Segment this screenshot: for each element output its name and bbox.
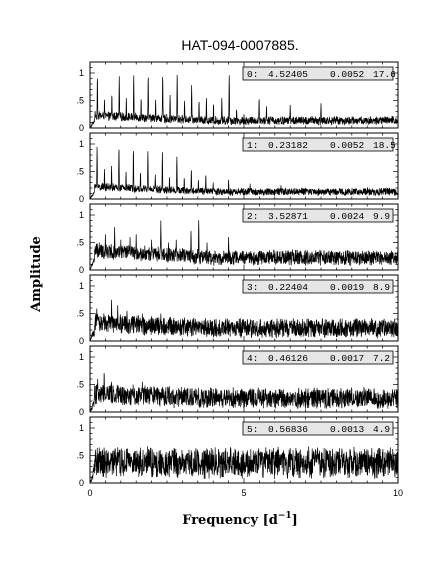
y-tick-label: .5 <box>76 451 84 461</box>
panel-5: 0 .5 1 5: 0.56836 0.0013 4.9 <box>76 416 399 488</box>
panel-label-frequency: 3.52871 <box>268 211 308 222</box>
x-tick-label: 5 <box>241 488 246 498</box>
panel-1: 0 .5 1 1: 0.23182 0.0052 18.5 <box>76 132 399 204</box>
panel-4: 0 .5 1 4: 0.46126 0.0017 7.2 <box>76 345 399 417</box>
y-tick-label: 1 <box>79 423 84 433</box>
spectrum-line <box>89 299 399 342</box>
y-tick-label: .5 <box>76 96 84 106</box>
y-tick-label: 1 <box>79 139 84 149</box>
y-tick-label: .5 <box>76 238 84 248</box>
y-tick-label: 1 <box>79 281 84 291</box>
panel-3: 0 .5 1 3: 0.22404 0.0019 8.9 <box>76 274 399 346</box>
y-axis-label: Amplitude <box>29 236 44 313</box>
spectrum-line <box>89 74 399 129</box>
panel-label-amplitude: 0.0052 <box>330 140 365 151</box>
panel-label-snr: 9.9 <box>373 211 390 222</box>
panel-label-index: 4: <box>247 353 258 364</box>
panel-label-amplitude: 0.0052 <box>330 69 365 80</box>
panel-label-amplitude: 0.0013 <box>330 424 365 435</box>
panel-label-box <box>242 279 394 294</box>
panel-label-amplitude: 0.0019 <box>330 282 365 293</box>
panel-label-box <box>242 421 394 436</box>
y-tick-label: 0 <box>79 336 84 346</box>
y-tick-label: .5 <box>76 309 84 319</box>
panel-label-index: 3: <box>247 282 258 293</box>
y-tick-label: 0 <box>79 123 84 133</box>
x-axis-label: Frequency [d−1] <box>182 511 298 528</box>
panel-2: 0 .5 1 2: 3.52871 0.0024 9.9 <box>76 203 399 275</box>
y-tick-label: 0 <box>79 478 84 488</box>
y-tick-label: 1 <box>79 68 84 78</box>
x-axis-label-close: ] <box>292 513 298 528</box>
y-tick-label: .5 <box>76 380 84 390</box>
panel-label-index: 5: <box>247 424 258 435</box>
panel-label-frequency: 0.46126 <box>268 353 308 364</box>
panel-label-frequency: 0.22404 <box>268 282 308 293</box>
spectrum-line <box>89 446 399 484</box>
panel-label-frequency: 4.52405 <box>268 69 308 80</box>
spectrum-line <box>89 146 399 200</box>
panel-label-box <box>242 137 394 152</box>
x-axis-label-exponent: −1 <box>278 511 292 521</box>
panel-label-box <box>242 350 394 365</box>
spectrum-line <box>89 372 399 413</box>
panel-0: 0 .5 1 0: 4.52405 0.0052 17.6 <box>76 61 399 133</box>
panels: 0 .5 1 0: 4.52405 0.0052 17.6 0 .5 1 1: 0.23182 0.00… <box>76 61 399 488</box>
panel-label-amplitude: 0.0024 <box>330 211 365 222</box>
x-tick-label: 10 <box>393 488 403 498</box>
y-tick-label: 0 <box>79 194 84 204</box>
y-tick-label: 0 <box>79 265 84 275</box>
panel-label-index: 2: <box>247 211 258 222</box>
y-tick-label: 1 <box>79 210 84 220</box>
spectrum-line <box>89 220 399 271</box>
panel-label-snr: 4.9 <box>373 424 390 435</box>
y-tick-label: 0 <box>79 407 84 417</box>
y-tick-label: .5 <box>76 167 84 177</box>
panel-label-amplitude: 0.0017 <box>330 353 364 364</box>
panel-label-box <box>242 66 394 81</box>
panel-label-frequency: 0.56836 <box>268 424 308 435</box>
panel-label-index: 1: <box>247 140 258 151</box>
x-tick-label: 0 <box>87 488 92 498</box>
chart-title: HAT-094-0007885. <box>181 37 298 53</box>
panel-label-snr: 7.2 <box>373 353 390 364</box>
panel-label-snr: 17.6 <box>373 69 396 80</box>
y-tick-label: 1 <box>79 352 84 362</box>
panel-label-frequency: 0.23182 <box>268 140 308 151</box>
panel-label-index: 0: <box>247 69 258 80</box>
panel-label-box <box>242 208 394 223</box>
panel-label-snr: 18.5 <box>373 140 396 151</box>
x-tick-labels: 0 5 10 <box>87 488 403 498</box>
panel-label-snr: 8.9 <box>373 282 390 293</box>
